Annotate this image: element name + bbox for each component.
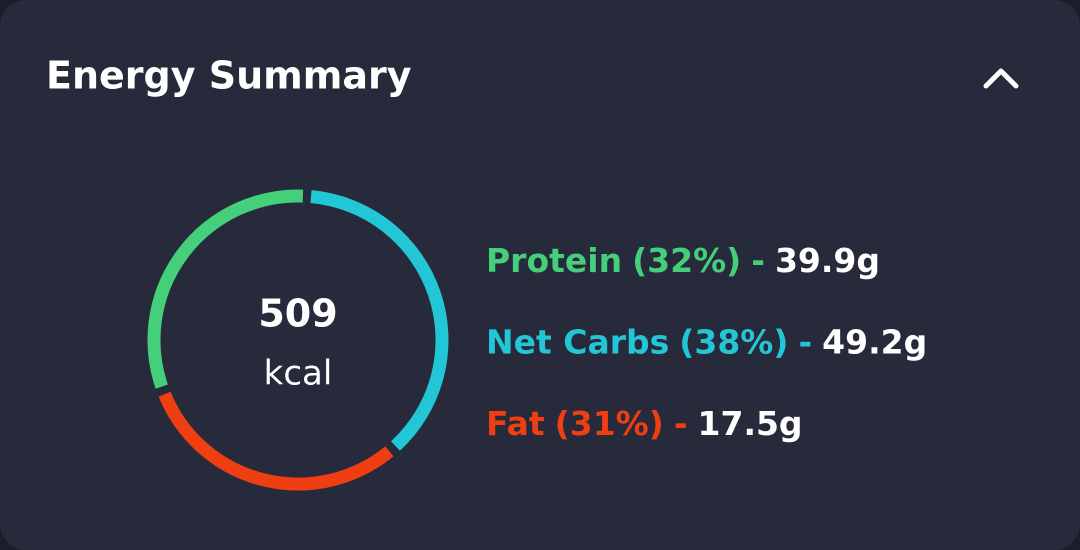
card-title: Energy Summary bbox=[46, 54, 412, 98]
legend-amount: 39.9g bbox=[775, 241, 880, 280]
legend-name: Fat bbox=[486, 404, 545, 443]
legend-entry: Fat (31%) -17.5g bbox=[486, 404, 803, 443]
legend-amount: 49.2g bbox=[822, 322, 927, 361]
legend-amount: 17.5g bbox=[698, 404, 803, 443]
legend-separator: - bbox=[751, 241, 765, 280]
legend-separator: - bbox=[798, 322, 812, 361]
legend-percent: (32%) bbox=[632, 241, 741, 280]
legend-name: Net Carbs bbox=[486, 322, 669, 361]
center-unit: kcal bbox=[264, 354, 333, 394]
legend-percent: (31%) bbox=[555, 404, 664, 443]
center-value: 509 bbox=[258, 292, 337, 336]
legend-percent: (38%) bbox=[679, 322, 788, 361]
donut-segment bbox=[310, 190, 449, 451]
collapse-button[interactable] bbox=[983, 68, 1019, 89]
legend-separator: - bbox=[674, 404, 688, 443]
donut-chart bbox=[147, 189, 449, 491]
legend-name: Protein bbox=[486, 241, 622, 280]
donut-segment bbox=[158, 391, 394, 491]
legend-entry: Net Carbs (38%) -49.2g bbox=[486, 322, 927, 361]
donut-segment bbox=[147, 189, 304, 389]
legend-entry: Protein (32%) -39.9g bbox=[486, 241, 880, 280]
